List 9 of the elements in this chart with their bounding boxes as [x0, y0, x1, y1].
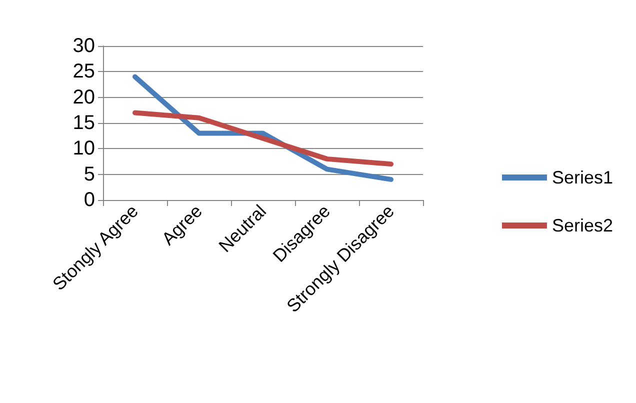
y-tick-label: 10 [72, 138, 95, 160]
y-tick-label: 30 [72, 35, 95, 57]
y-tick-label: 20 [72, 86, 95, 108]
legend-label: Series1 [552, 168, 613, 188]
y-tick-label: 25 [72, 60, 95, 83]
y-tick-label: 5 [84, 163, 95, 186]
y-tick-label: 15 [72, 112, 95, 134]
legend-label: Series2 [552, 216, 613, 236]
y-tick-label: 0 [84, 189, 95, 211]
